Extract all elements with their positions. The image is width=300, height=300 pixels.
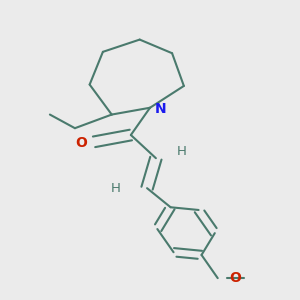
Text: O: O bbox=[230, 271, 241, 285]
Text: H: H bbox=[111, 182, 121, 195]
Text: H: H bbox=[177, 145, 186, 158]
Text: N: N bbox=[155, 102, 167, 116]
Text: O: O bbox=[76, 136, 87, 150]
